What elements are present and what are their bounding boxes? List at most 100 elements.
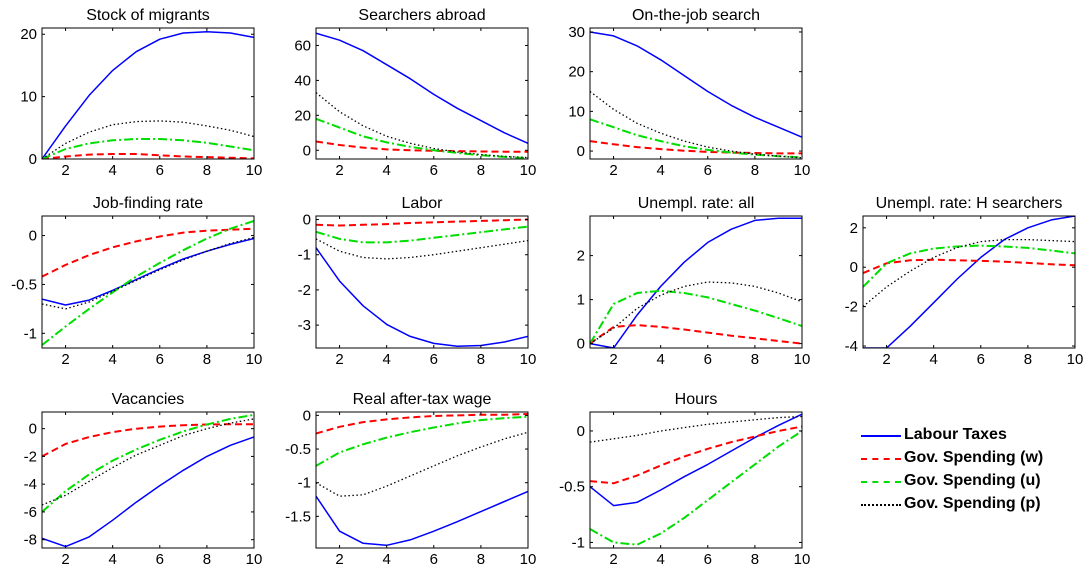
panel-hours: Hours 2 4 6 8 10 -1 -0.5 0 xyxy=(559,391,810,568)
y-tick-label: 0 xyxy=(577,143,585,160)
x-tick-label: 2 xyxy=(61,551,69,568)
series-group xyxy=(42,30,254,159)
panel-title: Unempl. rate: all xyxy=(638,195,755,212)
y-tick-label: 0 xyxy=(303,142,311,159)
axes-box xyxy=(589,27,803,160)
x-tick-label: 10 xyxy=(1067,351,1084,368)
series-line-labour-taxes xyxy=(42,237,254,306)
x-tick-label: 6 xyxy=(430,351,438,368)
x-tick-label: 2 xyxy=(609,551,617,568)
panel-title: Searchers abroad xyxy=(358,7,485,24)
axes-box xyxy=(862,215,1076,349)
x-tick-label: 2 xyxy=(882,351,890,368)
x-tick-label: 4 xyxy=(382,351,390,368)
y-tick-label: 0 xyxy=(303,212,311,229)
y-tick-label: -0.5 xyxy=(11,276,37,293)
series-line-labour-taxes xyxy=(42,30,254,159)
legend-item: Gov. Spending (w) xyxy=(858,447,1083,470)
x-tick-label: 4 xyxy=(656,551,664,568)
panel-unempl-rate-h-searchers: Unempl. rate: H searchers 2 4 6 8 10 -4 -2 0 2 xyxy=(845,195,1084,368)
series-line-labour-taxes xyxy=(42,436,254,548)
x-tick-label: 10 xyxy=(246,351,263,368)
y-tick-label: 20 xyxy=(20,26,37,43)
series-line-gov-spending-w xyxy=(590,324,802,345)
series-line-gov-spending-w xyxy=(316,218,528,227)
y-tick-label: -1 xyxy=(572,534,585,551)
series-line-gov-spending-u xyxy=(42,138,254,159)
panel-title: Hours xyxy=(675,391,718,408)
y-tick-label: 30 xyxy=(568,24,585,41)
legend-swatch-gov-spending-u xyxy=(861,481,901,483)
y-tick-label: 0 xyxy=(29,151,37,168)
x-tick-label: 10 xyxy=(794,351,811,368)
y-tick-label: -1.5 xyxy=(285,508,311,525)
x-tick-label: 10 xyxy=(246,551,263,568)
panel-title: On-the-job search xyxy=(632,7,760,24)
series-line-gov-spending-w xyxy=(42,153,254,159)
y-tick-label: 0 xyxy=(577,423,585,440)
axes-box xyxy=(41,215,255,349)
legend-label: Gov. Spending (p) xyxy=(904,495,1041,512)
legend-label: Gov. Spending (w) xyxy=(904,449,1044,466)
series-line-gov-spending-w xyxy=(590,425,802,485)
x-tick-label: 2 xyxy=(335,162,343,179)
series-group xyxy=(863,216,1075,348)
x-tick-label: 10 xyxy=(246,162,263,179)
series-line-gov-spending-u xyxy=(316,225,528,244)
axes-box xyxy=(589,411,803,549)
axes-box xyxy=(315,215,529,349)
x-tick-label: 2 xyxy=(61,162,69,179)
y-tick-label: -1 xyxy=(298,247,311,264)
legend-label: Gov. Spending (u) xyxy=(904,472,1041,489)
series-group xyxy=(590,217,802,348)
x-tick-label: 8 xyxy=(203,551,211,568)
y-tick-label: -2 xyxy=(24,448,37,465)
legend-item: Labour Taxes xyxy=(858,424,1083,447)
series-line-labour-taxes xyxy=(316,32,528,144)
y-tick-label: 10 xyxy=(568,103,585,120)
series-line-labour-taxes xyxy=(590,413,802,507)
series-line-gov-spending-u xyxy=(42,413,254,513)
series-group xyxy=(590,31,802,159)
x-tick-label: 6 xyxy=(156,551,164,568)
x-tick-label: 6 xyxy=(430,162,438,179)
panel-labor: Labor 2 4 6 8 10 -3 -2 -1 0 xyxy=(298,195,537,368)
y-tick-label: -2 xyxy=(845,299,858,316)
x-tick-label: 2 xyxy=(335,551,343,568)
y-tick-label: -8 xyxy=(24,532,37,549)
panel-real-after-tax-wage: Real after-tax wage 2 4 6 8 10 -1.5 -1 -0.5 0 xyxy=(285,391,536,568)
y-tick-label: 10 xyxy=(20,89,37,106)
y-tick-label: 0 xyxy=(577,336,585,353)
series-line-gov-spending-u xyxy=(590,118,802,159)
legend-item: Gov. Spending (u) xyxy=(858,470,1083,493)
x-tick-label: 8 xyxy=(751,351,759,368)
y-tick-label: 20 xyxy=(568,64,585,81)
x-tick-label: 2 xyxy=(335,351,343,368)
panel-job-finding-rate: Job-finding rate 2 4 6 8 10 -1 -0.5 0 xyxy=(11,195,262,368)
y-tick-label: -3 xyxy=(298,317,311,334)
series-line-gov-spending-p xyxy=(316,431,528,497)
legend-swatch-labour-taxes xyxy=(861,435,901,437)
x-tick-label: 4 xyxy=(382,162,390,179)
y-tick-label: 2 xyxy=(577,248,585,265)
x-tick-label: 4 xyxy=(108,551,116,568)
x-tick-label: 8 xyxy=(751,162,759,179)
panel-title: Vacancies xyxy=(112,391,185,408)
x-tick-label: 8 xyxy=(203,351,211,368)
series-line-gov-spending-u xyxy=(590,430,802,546)
panel-title: Unempl. rate: H searchers xyxy=(876,195,1063,212)
series-line-gov-spending-u xyxy=(863,244,1075,288)
x-tick-label: 4 xyxy=(382,551,390,568)
series-line-labour-taxes xyxy=(590,31,802,138)
panel-vacancies: Vacancies 2 4 6 8 10 -8 -6 -4 -2 0 xyxy=(24,391,263,568)
y-tick-label: 2 xyxy=(850,220,858,237)
y-tick-label: -1 xyxy=(24,325,37,342)
x-tick-label: 10 xyxy=(520,162,537,179)
x-tick-label: 4 xyxy=(929,351,937,368)
panel-unempl-rate-all: Unempl. rate: all 2 4 6 8 10 0 1 2 xyxy=(577,195,811,368)
y-tick-label: 0 xyxy=(29,421,37,438)
x-tick-label: 4 xyxy=(656,162,664,179)
x-tick-label: 6 xyxy=(704,551,712,568)
series-line-gov-spending-u xyxy=(590,289,802,345)
